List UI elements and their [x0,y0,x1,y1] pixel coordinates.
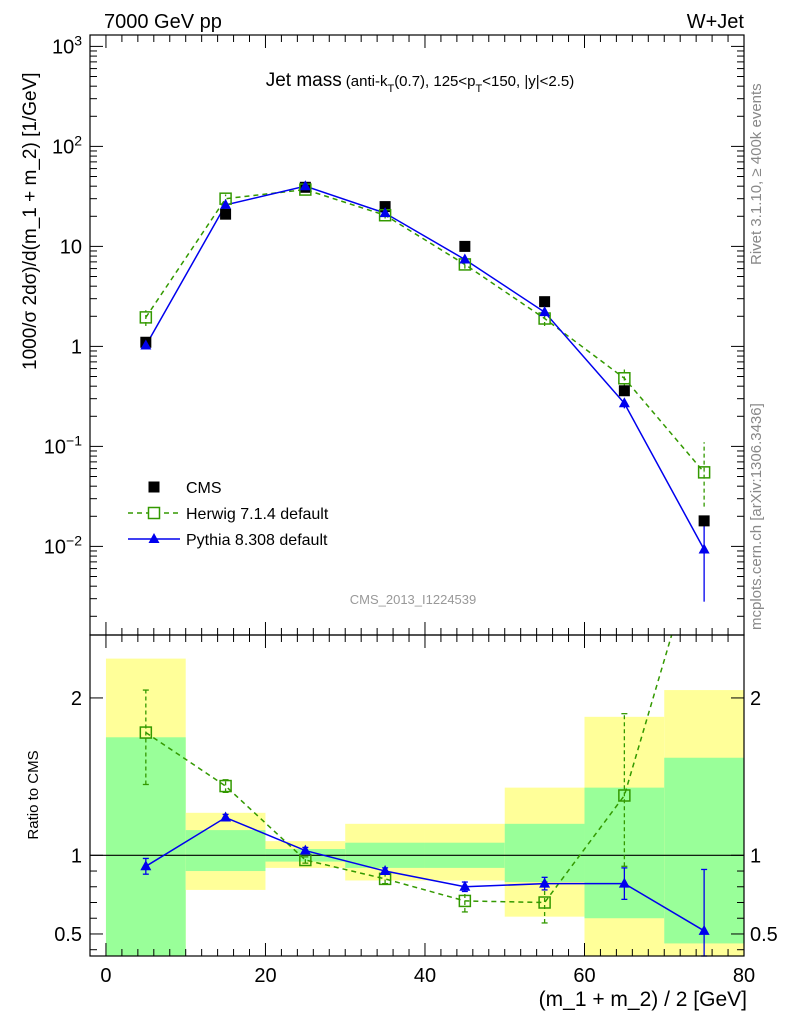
pythia-point [220,198,232,209]
pythia-point [459,253,471,264]
legend-herwig-marker [147,506,161,520]
x-axis-label: (m_1 + m_2) / 2 [GeV] [539,988,747,1011]
tick-exponent: −1 [66,432,82,448]
pythia-ratio-point [459,880,471,891]
subscript-t: T [476,83,483,95]
cms-point [618,385,630,397]
herwig-ratio-point [618,789,631,802]
main-y-tick-label: 102 [52,132,82,158]
x-tick-label: 40 [414,965,436,987]
herwig-ratio-point [139,726,153,739]
herwig-point [139,311,153,324]
legend-label-cms: CMS [186,480,222,497]
ratio-y-tick-label-right: 1 [750,845,761,867]
title-sub-part: (0.7), 125<p [394,73,475,90]
main-y-tick-label: 1 [71,336,82,358]
x-tick-label: 60 [573,965,595,987]
ratio-y-tick-label-left: 0.5 [54,924,82,946]
pythia-ratio-point [539,877,551,888]
pythia-point [299,180,311,191]
title-sub-part: (anti-k [346,73,388,90]
main-title-sub: (anti-kT(0.7), 125<pT<150, |y|<2.5) [346,73,575,95]
main-y-tick-label: 10 [60,236,82,258]
x-tick-label: 80 [733,965,755,987]
cms-point [379,201,391,213]
tick-base: 10 [52,36,74,58]
tick-exponent: 3 [74,32,82,48]
tick-base: 1 [71,336,82,358]
herwig-line [145,188,705,473]
ratio-y-tick-label-left: 2 [71,688,82,710]
green-band [504,823,585,883]
ratio-y-tick-label-right: 2 [750,688,761,710]
herwig-point [697,466,711,479]
tick-exponent: −2 [66,532,82,548]
main-title: Jet mass (anti-kT(0.7), 125<pT<150, |y|<2… [266,70,575,95]
watermark: CMS_2013_I1224539 [350,592,477,607]
legend-pythia-marker [148,533,160,543]
herwig-ratio-line [145,634,673,904]
legend-label-pythia: Pythia 8.308 default [186,532,328,549]
x-tick-label: 20 [254,965,276,987]
ratio-panel: 2 2 1 1 0.5 0.5 0 20 40 60 80 Ratio to CMS (m_1 + … [25,634,778,1011]
tick-exponent: 2 [74,132,82,148]
pythia-ratio-point [220,811,232,822]
title-sub-part: <150, |y|<2.5) [482,73,574,90]
tick-base: 10 [44,436,66,458]
pythia-ratio-point [698,924,710,935]
pythia-line [145,185,705,550]
x-tick-label: 0 [100,965,111,987]
pythia-point [539,306,551,317]
cms-point [459,240,471,252]
main-ylabel: 1000/σ 2dσ)/d(m_1 + m_2) [1/GeV] [20,72,41,370]
header-left: 7000 GeV pp [104,11,222,33]
herwig-ratio-point [219,779,232,793]
pythia-point [140,339,152,350]
legend-label-herwig: Herwig 7.1.4 default [186,506,329,523]
herwig-ratio-point [538,896,551,909]
main-y-tick-label: 10−2 [44,532,82,558]
rivet-label: Rivet 3.1.10, ≥ 400k events [748,83,765,265]
ratio-ylabel: Ratio to CMS [25,750,42,839]
cms-point [220,208,232,220]
subscript-t: T [387,83,394,95]
main-y-tick-label: 103 [52,32,82,58]
ratio-frame [89,634,745,957]
green-band [185,830,266,872]
tick-base: 10 [44,536,66,558]
ratio-y-tick-label-left: 1 [71,845,82,867]
herwig-point [618,372,631,385]
cms-point [539,296,551,308]
pythia-ratio-point [618,877,630,888]
pythia-ratio-line [145,816,705,932]
pythia-ratio-point [379,865,391,876]
mcplots-label: mcplots.cern.ch [arXiv:1306.3436] [748,403,765,630]
pythia-ratio-point [299,844,311,855]
herwig-ratio-point [458,894,472,908]
legend-cms-marker [148,481,160,493]
cms-point [698,515,710,527]
pythia-ratio-point [140,860,152,871]
main-title-text: Jet mass [266,70,342,91]
header-right: W+Jet [687,11,745,33]
pythia-point [698,543,710,554]
ratio-y-tick-label-right: 0.5 [750,924,778,946]
tick-base: 10 [60,236,82,258]
main-y-tick-label: 10−1 [44,432,82,458]
pythia-point [618,397,630,408]
pythia-point [379,207,391,218]
tick-base: 10 [52,136,74,158]
legend: CMS Herwig 7.1.4 default Pythia 8.308 defa… [128,480,329,549]
